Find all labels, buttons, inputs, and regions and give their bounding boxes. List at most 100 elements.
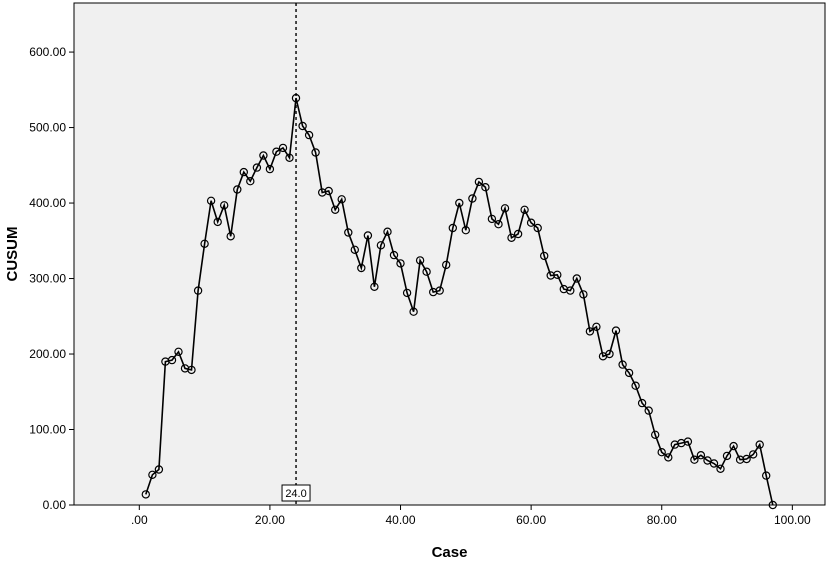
- data-point: [376, 241, 386, 250]
- data-point: [402, 288, 412, 298]
- data-point: [481, 182, 490, 192]
- data-point: [252, 163, 262, 172]
- data-point: [206, 196, 216, 205]
- data-point: [611, 326, 621, 335]
- data-point: [664, 453, 673, 462]
- data-point: [357, 263, 366, 273]
- series-line: [145, 97, 774, 506]
- data-point: [174, 347, 183, 356]
- data-point: [389, 250, 399, 260]
- data-point: [409, 307, 418, 316]
- y-tick-label: 600.00: [29, 45, 66, 59]
- data-point: [265, 164, 275, 174]
- data-point: [507, 233, 516, 242]
- data-point: [278, 143, 288, 153]
- data-point: [324, 186, 333, 196]
- series-markers: [141, 93, 778, 510]
- data-point: [540, 251, 549, 261]
- data-point: [415, 256, 425, 265]
- data-point: [690, 455, 699, 464]
- data-point: [716, 464, 725, 473]
- x-tick-label: 40.00: [386, 513, 416, 527]
- data-point: [396, 259, 405, 268]
- data-point: [363, 231, 373, 240]
- y-tick-label: 500.00: [29, 121, 66, 135]
- data-point: [618, 360, 627, 369]
- y-axis-title: CUSUM: [4, 227, 21, 282]
- y-tick-label: 100.00: [29, 423, 66, 437]
- data-point: [572, 274, 582, 283]
- data-point: [148, 470, 157, 479]
- data-point: [709, 459, 719, 468]
- data-point: [579, 290, 588, 299]
- data-point: [219, 201, 229, 210]
- data-point: [272, 147, 281, 156]
- data-point: [768, 500, 778, 510]
- reference-line-label: 24.0: [285, 488, 306, 500]
- y-axis: 0.00 100.00 200.00 300.00 400.00 500.00 600.00: [29, 45, 74, 512]
- data-point: [657, 448, 666, 457]
- data-point: [566, 286, 575, 295]
- data-point: [442, 260, 451, 270]
- data-point: [468, 194, 477, 203]
- data-point: [141, 490, 150, 499]
- x-tick-label: 60.00: [516, 513, 546, 527]
- data-point: [735, 455, 745, 464]
- data-point: [193, 286, 203, 295]
- data-point: [585, 327, 595, 336]
- data-point: [448, 223, 457, 233]
- plot-area: [73, 2, 826, 506]
- data-point: [637, 398, 647, 408]
- data-point: [455, 198, 464, 208]
- reference-line-label-box: 24.0: [281, 484, 311, 502]
- data-point: [344, 228, 353, 237]
- data-point: [259, 151, 268, 160]
- y-tick-label: 400.00: [29, 196, 66, 210]
- data-point: [383, 227, 392, 236]
- data-point: [167, 355, 177, 365]
- x-tick-label: .00: [131, 513, 148, 527]
- data-point: [553, 270, 562, 279]
- data-point: [749, 450, 758, 459]
- data-point: [474, 177, 484, 187]
- x-tick-label: 20.00: [255, 513, 285, 527]
- data-point: [605, 349, 614, 359]
- y-tick-label: 200.00: [29, 347, 66, 361]
- data-point: [742, 454, 751, 464]
- data-point: [246, 176, 255, 186]
- data-point: [533, 223, 542, 233]
- data-point: [526, 218, 536, 227]
- x-tick-label: 80.00: [647, 513, 677, 527]
- y-tick-label: 0.00: [43, 498, 67, 512]
- data-point: [154, 465, 164, 474]
- data-point: [422, 267, 431, 276]
- data-point: [631, 381, 640, 390]
- data-point: [592, 322, 601, 331]
- data-point: [683, 437, 693, 446]
- data-point: [722, 451, 732, 461]
- x-axis: .00 20.00 40.00 60.00 80.00 100.00: [131, 505, 811, 527]
- data-point: [233, 185, 242, 194]
- data-point: [520, 205, 529, 214]
- data-point: [624, 368, 634, 378]
- data-point: [213, 217, 222, 227]
- data-point: [337, 195, 346, 204]
- y-tick-label: 300.00: [29, 272, 66, 286]
- data-point: [729, 441, 738, 451]
- reference-line-label-frame: [281, 484, 311, 502]
- data-point: [226, 232, 235, 241]
- data-point: [187, 365, 196, 375]
- x-tick-label: 100.00: [774, 513, 811, 527]
- data-point: [298, 121, 307, 131]
- data-point: [331, 205, 340, 214]
- data-point: [304, 130, 314, 140]
- data-point: [500, 204, 510, 213]
- x-axis-title: Case: [432, 544, 468, 561]
- data-point: [644, 406, 653, 415]
- data-point: [291, 93, 301, 103]
- data-point: [651, 430, 660, 439]
- data-point: [494, 219, 503, 229]
- data-point: [239, 167, 248, 177]
- data-point: [487, 214, 497, 224]
